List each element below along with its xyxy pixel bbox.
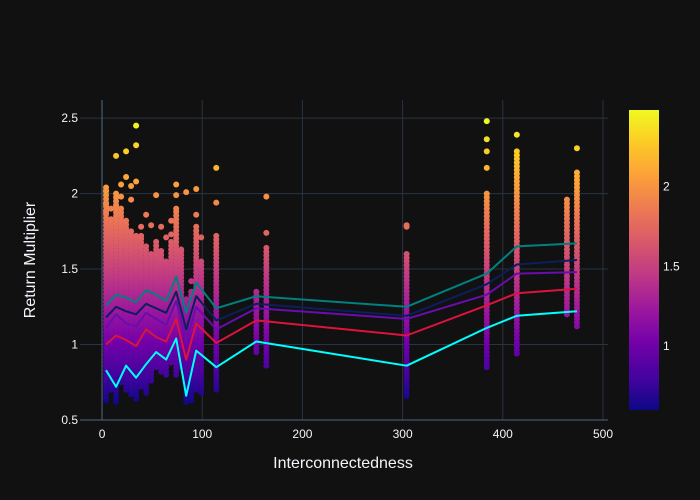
scatter-point [168,238,175,245]
scatter-point [163,258,170,265]
scatter-point [148,222,155,229]
scatter-point [128,228,135,235]
scatter-point [253,288,260,295]
series-lines [105,242,577,397]
y-axis-title: Return Multiplier [22,201,39,318]
x-tick-label: 200 [292,427,312,441]
scatter-point [168,231,175,238]
scatter-point [108,220,115,227]
x-tick-label: 400 [493,427,513,441]
scatter-point [103,201,110,208]
scatter-point [573,145,580,152]
scatter-point [103,208,110,215]
scatter-point [103,187,110,194]
scatter-point [128,196,135,203]
y-tick-label: 1 [71,338,78,352]
y-tick-label: 2.5 [61,111,78,125]
scatter-point [153,238,160,245]
scatter-point [513,131,520,138]
scatter-point [183,189,190,196]
scatter-point [158,247,165,254]
scatter-point [148,250,155,257]
scatter-point [118,193,125,200]
scatter-point [108,216,115,223]
scatter-point [113,202,120,209]
scatter-point [213,164,220,171]
scatter-point [483,148,490,155]
colorbar: 11.52 [629,110,680,410]
scatter-point [173,181,180,188]
scatter-point [123,148,130,155]
series-line-2 [105,259,577,331]
scatter-point [128,183,135,190]
scatter-point [168,217,175,224]
scatter-point [403,223,410,230]
scatter-point [198,234,205,241]
scatter-point [263,229,270,236]
x-tick-label: 300 [393,427,413,441]
scatter-point [403,250,410,257]
x-axis-title: Interconnectedness [273,455,413,472]
scatter-point [483,136,490,143]
scatter-point [188,278,195,285]
scatter-point [123,173,130,180]
scatter-point [143,243,150,250]
colorbar-tick-label: 1.5 [663,259,680,273]
scatter-point [193,211,200,218]
scatter-point [173,192,180,199]
scatter-point [108,205,115,212]
series-line-1 [105,242,577,314]
scatter-point [133,232,140,239]
scatter-points [103,118,580,405]
y-tick-label: 2 [71,187,78,201]
scatter-point [133,142,140,149]
colorbar-gradient [629,110,659,410]
scatter-point [263,244,270,251]
scatter-point [483,190,490,197]
x-tick-label: 100 [192,427,212,441]
axes: 0 100 200 300 400 500 0.5 1 1.5 2 2.5 [61,100,613,441]
scatter-point [118,181,125,188]
scatter-point [173,205,180,212]
scatter-point [483,164,490,171]
scatter-point [563,196,570,203]
scatter-point [198,258,205,265]
scatter-point [178,246,185,253]
scatter-point [113,190,120,197]
scatter-point [113,152,120,159]
scatter-point [483,118,490,125]
series-line-4 [105,287,577,361]
series-line-3 [105,271,577,343]
scatter-point [183,296,190,303]
scatter-point [193,186,200,193]
scatter-point [153,192,160,199]
scatter-point [158,223,165,230]
x-tick-label: 0 [99,427,106,441]
y-tick-label: 1.5 [61,262,78,276]
scatter-point [193,223,200,230]
scatter-point [133,178,140,185]
y-tick-label: 0.5 [61,413,78,427]
scatter-point [263,193,270,200]
scatter-point [118,205,125,212]
colorbar-tick-label: 1 [663,339,670,353]
scatter-point [133,122,140,129]
scatter-point [213,232,220,239]
scatter-point [138,223,145,230]
series-line-5 [105,310,577,397]
scatter-point [513,148,520,155]
x-tick-label: 500 [593,427,613,441]
scatter-point [163,234,170,241]
scatter-point [138,232,145,239]
scatter-point [143,211,150,218]
scatter-point [213,199,220,206]
scatter-point [573,169,580,176]
colorbar-tick-label: 2 [663,180,670,194]
scatter-point [123,217,130,224]
